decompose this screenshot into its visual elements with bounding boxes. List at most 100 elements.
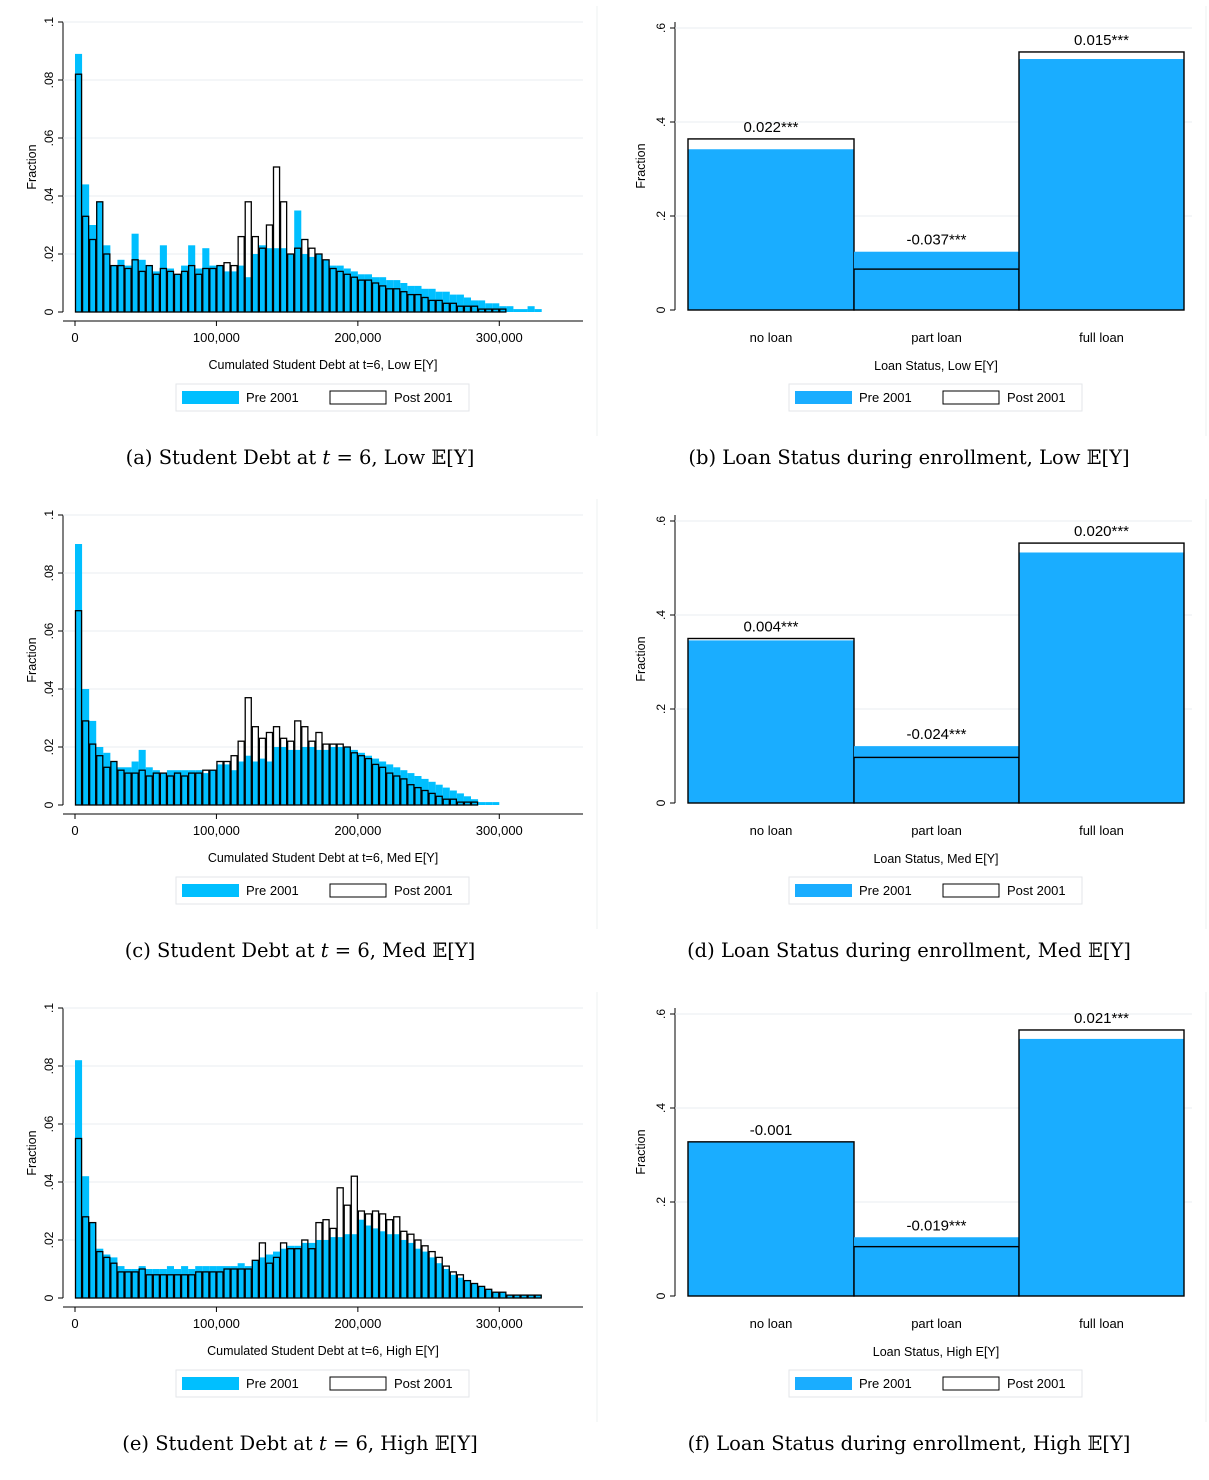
pre-bar bbox=[421, 1251, 429, 1298]
post-bar bbox=[103, 1256, 111, 1299]
pre-bar bbox=[209, 770, 217, 805]
post-bar bbox=[301, 726, 309, 806]
pre-bar bbox=[449, 790, 457, 805]
bar-annotation: -0.001 bbox=[750, 1122, 793, 1139]
x-tick-label: 0 bbox=[71, 1316, 78, 1331]
post-bar bbox=[230, 1268, 238, 1299]
post-bar bbox=[407, 1233, 415, 1299]
pre-bar bbox=[145, 1269, 153, 1298]
pre-bar bbox=[442, 1269, 450, 1298]
legend-pre-swatch bbox=[795, 884, 852, 897]
y-tick-label: .04 bbox=[42, 187, 56, 204]
post-bar bbox=[414, 1239, 422, 1299]
pre-bar bbox=[131, 1269, 139, 1298]
pre-bar bbox=[520, 1295, 528, 1298]
x-tick-label: full loan bbox=[1079, 330, 1124, 345]
caption-a-math: t bbox=[322, 446, 331, 469]
post-bar bbox=[492, 1291, 500, 1299]
caption-e-prefix: (e) Student Debt at bbox=[122, 1432, 319, 1455]
y-tick-label: .02 bbox=[42, 738, 56, 755]
pre-bar bbox=[195, 268, 203, 312]
pre-bar bbox=[414, 776, 422, 805]
post-bar bbox=[187, 1274, 196, 1299]
y-tick-label: .6 bbox=[654, 23, 668, 33]
y-tick-label: 0 bbox=[654, 799, 668, 806]
post-bar bbox=[173, 772, 182, 806]
pre-bar bbox=[265, 1254, 273, 1298]
post-bar bbox=[251, 726, 260, 806]
post-bar bbox=[272, 1256, 281, 1299]
y-tick-label: .02 bbox=[42, 1231, 56, 1248]
post-bar bbox=[279, 201, 288, 313]
y-tick-label: .4 bbox=[654, 117, 668, 127]
post-bar bbox=[138, 1268, 146, 1299]
post-bar bbox=[131, 772, 139, 806]
pre-bar bbox=[421, 778, 429, 805]
post-bar bbox=[371, 282, 380, 313]
pre-bar bbox=[301, 1242, 309, 1298]
pre-bar bbox=[124, 265, 132, 312]
x-axis-label: Loan Status, Med E[Y] bbox=[873, 852, 998, 866]
post-bar bbox=[308, 740, 316, 806]
caption-e: (e) Student Debt at t = 6, High 𝔼[Y] bbox=[0, 1432, 600, 1455]
pre-bar bbox=[181, 265, 189, 312]
pre-bar bbox=[209, 1266, 217, 1298]
y-tick-label: .06 bbox=[42, 129, 56, 146]
y-tick-label: .4 bbox=[654, 610, 668, 620]
pre-bar bbox=[350, 271, 358, 312]
pre-bar bbox=[230, 770, 238, 805]
post-bar bbox=[117, 1271, 125, 1299]
legend-post-swatch bbox=[942, 390, 1000, 405]
post-bar bbox=[470, 305, 479, 313]
pre-bar bbox=[463, 297, 471, 312]
pre-bar bbox=[145, 767, 153, 805]
post-bar bbox=[265, 1262, 274, 1299]
x-tick-label: part loan bbox=[911, 330, 962, 345]
panel-c: 0 .02 .04 .06 .08 .1 Fraction 0 100,000 200,000 30… bbox=[0, 497, 600, 987]
chart-f: 0 .2 .4 .6 Fraction -0.001 no loan -0.019*** par… bbox=[634, 992, 1207, 1422]
post-bar bbox=[258, 247, 267, 313]
post-bar bbox=[152, 1274, 161, 1299]
pre-bar bbox=[393, 280, 401, 312]
y-tick-label: .6 bbox=[654, 1009, 668, 1019]
caption-e-math: t bbox=[318, 1432, 327, 1455]
pre-bar bbox=[110, 265, 118, 312]
post-bar bbox=[435, 1256, 443, 1299]
pre-bar bbox=[294, 210, 302, 312]
pre-bar bbox=[103, 245, 111, 312]
pre-bar bbox=[336, 265, 344, 312]
caption-d: (d) Loan Status during enrollment, Med 𝔼… bbox=[609, 939, 1209, 962]
post-bar bbox=[152, 273, 161, 313]
pre-bar bbox=[414, 1248, 422, 1298]
y-tick-label: .6 bbox=[654, 516, 668, 526]
legend-post-swatch bbox=[329, 390, 387, 405]
pre-bar bbox=[152, 271, 160, 312]
post-bar bbox=[364, 1213, 373, 1299]
pre-bar bbox=[117, 767, 125, 805]
y-tick-label: .1 bbox=[42, 1003, 56, 1013]
post-bar bbox=[308, 1248, 316, 1299]
post-bar bbox=[131, 259, 139, 313]
post-bar bbox=[484, 1288, 493, 1299]
pre-bar bbox=[456, 1277, 464, 1298]
post-bar bbox=[81, 215, 90, 313]
pre-bar bbox=[364, 755, 372, 805]
y-tick-label: .1 bbox=[42, 510, 56, 520]
x-axis-label: Cumulated Student Debt at t=6, Med E[Y] bbox=[208, 851, 438, 865]
post-bar bbox=[159, 1274, 168, 1299]
pre-bar bbox=[75, 53, 83, 313]
post-bar bbox=[81, 720, 90, 806]
post-bar bbox=[687, 138, 855, 311]
post-bar bbox=[258, 737, 267, 806]
post-bar bbox=[258, 1242, 267, 1299]
post-bar bbox=[180, 270, 189, 313]
panel-d: 0 .2 .4 .6 Fraction 0.004*** no loan -0.024*** p… bbox=[609, 497, 1209, 987]
x-tick-label: part loan bbox=[911, 823, 962, 838]
post-bar bbox=[110, 760, 118, 806]
post-bar bbox=[428, 1250, 436, 1299]
post-bar bbox=[371, 1210, 380, 1299]
post-bar bbox=[159, 772, 168, 806]
pre-bar bbox=[202, 773, 210, 805]
post-bar bbox=[166, 270, 175, 313]
post-bar bbox=[357, 1210, 366, 1299]
